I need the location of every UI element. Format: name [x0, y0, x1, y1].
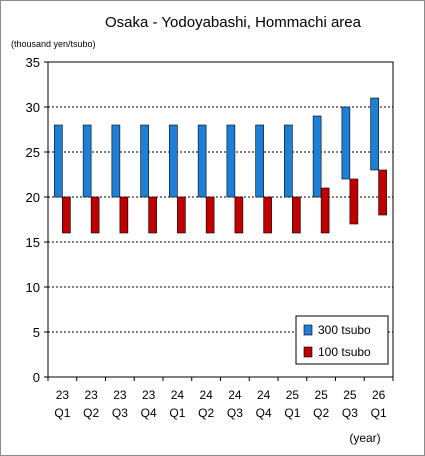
bar-100-tsubo — [292, 196, 301, 234]
legend-swatch-300-tsubo — [303, 324, 313, 336]
bar-100-tsubo — [205, 196, 215, 234]
bars — [54, 97, 387, 234]
y-tick-label: 0 — [33, 370, 40, 385]
x-tick-label-quarter: Q2 — [198, 406, 214, 420]
bar-100-tsubo — [378, 169, 387, 216]
legend-label: 100 tsubo — [318, 345, 371, 359]
bar-100-tsubo — [349, 178, 359, 225]
x-tick-label-year: 24 — [199, 388, 213, 402]
bar-300-tsubo — [312, 115, 322, 198]
bar-300-tsubo — [54, 124, 63, 198]
axes: 0 5 10 15 20 25 30 35 23 Q1 23 Q2 23 Q3 23 Q4 24 Q1 24 Q2 24… — [26, 55, 394, 420]
bar-300-tsubo — [284, 124, 293, 198]
bar-300-tsubo — [197, 124, 207, 198]
y-axis-unit-label: (thousand yen/tsubo) — [11, 39, 96, 49]
bar-100-tsubo — [177, 196, 186, 234]
x-tick-label-quarter: Q4 — [141, 406, 157, 420]
y-tick-label: 15 — [26, 235, 40, 250]
x-tick-label-quarter: Q1 — [54, 406, 70, 420]
x-tick-label-quarter: Q1 — [169, 406, 185, 420]
x-tick-label-year: 23 — [56, 388, 70, 402]
x-tick-label-year: 26 — [372, 388, 386, 402]
x-tick-label-quarter: Q2 — [313, 406, 329, 420]
y-tick-label: 20 — [26, 190, 40, 205]
x-axis-unit-label: (year) — [349, 431, 380, 445]
x-tick-label-quarter: Q2 — [83, 406, 99, 420]
bar-100-tsubo — [263, 196, 272, 234]
bar-100-tsubo — [62, 196, 71, 234]
x-tick-label-quarter: Q3 — [112, 406, 128, 420]
x-tick-label-year: 24 — [257, 388, 271, 402]
chart-title: Osaka - Yodoyabashi, Hommachi area — [105, 14, 362, 31]
x-tick-label-year: 25 — [343, 388, 357, 402]
bar-100-tsubo — [320, 187, 330, 234]
y-tick-label: 25 — [26, 145, 40, 160]
x-tick-label-quarter: Q1 — [371, 406, 387, 420]
legend: 300 tsubo 100 tsubo — [295, 315, 389, 365]
x-tick-label-year: 23 — [113, 388, 127, 402]
y-tick-label: 10 — [26, 280, 40, 295]
bar-300-tsubo — [255, 124, 264, 198]
legend-label: 300 tsubo — [318, 323, 371, 337]
y-tick-label: 35 — [26, 55, 40, 70]
y-tick-label: 30 — [26, 100, 40, 115]
x-tick-label-year: 23 — [142, 388, 156, 402]
x-tick-label-quarter: Q3 — [227, 406, 243, 420]
bar-300-tsubo — [341, 106, 351, 180]
bar-300-tsubo — [82, 124, 92, 198]
bar-100-tsubo — [234, 196, 244, 234]
y-tick-label: 5 — [33, 325, 40, 340]
x-tick-label-year: 24 — [228, 388, 242, 402]
bar-300-tsubo — [111, 124, 121, 198]
bar-300-tsubo — [169, 124, 178, 198]
x-tick-label-year: 25 — [314, 388, 328, 402]
x-tick-label-year: 25 — [286, 388, 300, 402]
x-tick-label-quarter: Q3 — [342, 406, 358, 420]
bar-100-tsubo — [119, 196, 129, 234]
bar-300-tsubo — [226, 124, 236, 198]
bar-100-tsubo — [148, 196, 157, 234]
bar-300-tsubo — [370, 97, 379, 171]
x-tick-label-quarter: Q1 — [284, 406, 300, 420]
x-tick-label-year: 24 — [171, 388, 185, 402]
x-tick-label-year: 23 — [84, 388, 98, 402]
x-tick-label-quarter: Q4 — [256, 406, 272, 420]
bar-300-tsubo — [140, 124, 149, 198]
bar-100-tsubo — [90, 196, 100, 234]
legend-swatch-100-tsubo — [303, 346, 313, 358]
